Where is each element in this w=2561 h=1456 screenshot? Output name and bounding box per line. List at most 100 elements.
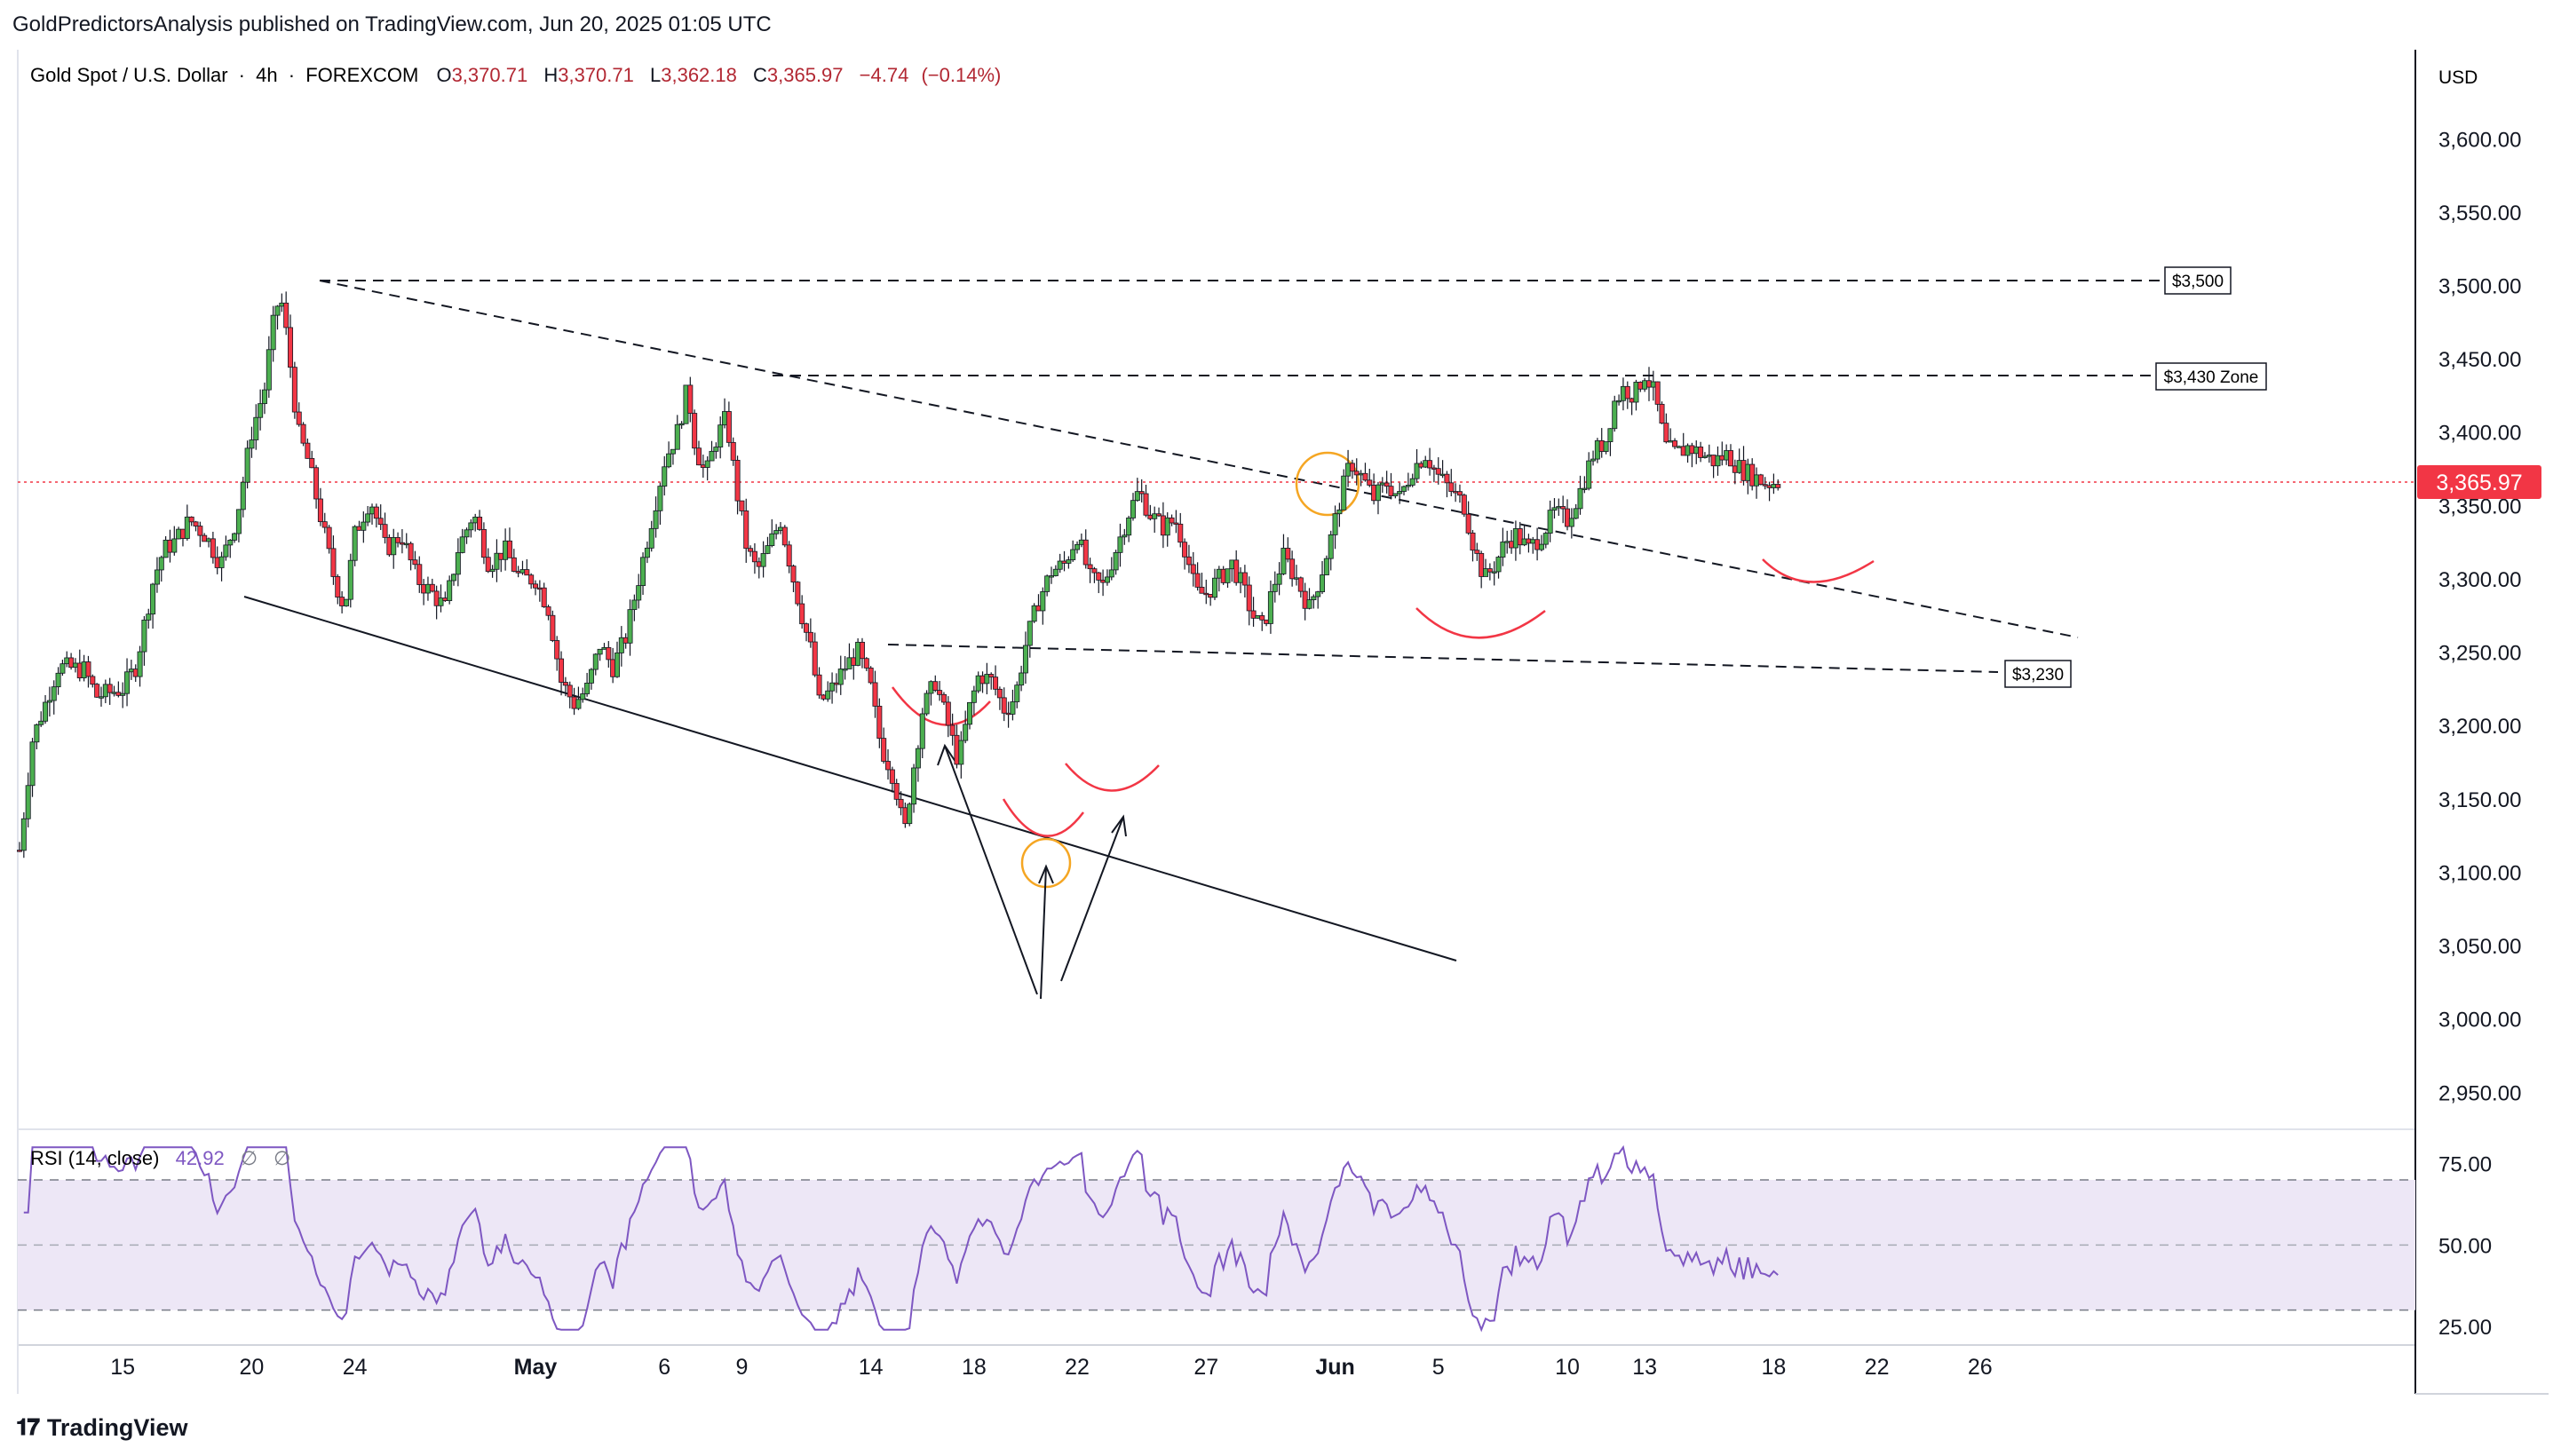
candle-bear xyxy=(550,614,556,641)
candle-bear xyxy=(1233,559,1240,583)
rsi-extra-2: ∅ xyxy=(274,1147,290,1169)
candle-bear xyxy=(511,557,517,572)
time-tick-label: Jun xyxy=(1315,1355,1354,1380)
level-label-3230[interactable]: $3,230 xyxy=(2004,660,2072,688)
candle-bear xyxy=(868,668,874,684)
candle-bear xyxy=(790,566,797,583)
candle-bull xyxy=(1345,463,1352,477)
candle-bull xyxy=(1568,518,1574,527)
candle-bull xyxy=(1590,458,1597,462)
candle-bull xyxy=(636,585,642,601)
candle-bull xyxy=(1225,568,1231,583)
candle-bull xyxy=(1724,450,1730,461)
candle-bull xyxy=(206,538,212,542)
time-tick-label: 18 xyxy=(962,1355,987,1380)
candle-bull xyxy=(967,701,973,725)
candle-bear xyxy=(695,447,702,466)
candle-bear xyxy=(1698,447,1704,458)
candle-bear xyxy=(1190,564,1196,574)
candle-bear xyxy=(1727,450,1733,467)
candle-bear xyxy=(335,576,341,597)
candle-bull xyxy=(1414,463,1420,479)
candle-bear xyxy=(1349,463,1355,472)
candle-bear xyxy=(1560,506,1566,510)
price-tick-label: 3,500.00 xyxy=(2438,274,2521,298)
tradingview-logo-icon: 𝟏𝟕 xyxy=(16,1413,40,1440)
tradingview-brand: TradingView xyxy=(46,1413,188,1441)
candle-bear xyxy=(816,674,822,696)
candle-bull xyxy=(46,700,52,703)
candle-bull xyxy=(369,506,376,515)
candle-bear xyxy=(373,506,379,519)
time-tick-label: 18 xyxy=(1761,1355,1786,1380)
price-axis[interactable]: 2,950.00 3,000.00 3,050.00 3,100.00 3,150.00… xyxy=(2438,128,2521,1105)
candle-bull xyxy=(451,574,457,582)
candle-bear xyxy=(725,411,732,443)
candle-bear xyxy=(1199,586,1205,594)
candle-bull xyxy=(1040,591,1046,612)
candle-bull xyxy=(1272,583,1278,592)
candle-bear xyxy=(940,693,947,703)
candle-bear xyxy=(567,684,573,698)
candle-bull xyxy=(1049,575,1055,578)
drawings[interactable] xyxy=(243,280,2167,1000)
candle-bear xyxy=(1474,550,1480,554)
candle-bear xyxy=(524,569,530,576)
candle-bull xyxy=(494,552,500,570)
candle-bull xyxy=(472,517,479,524)
tradingview-logo[interactable]: 𝟏𝟕 TradingView xyxy=(16,1413,187,1442)
candle-bull xyxy=(919,713,925,749)
candle-bull xyxy=(447,580,453,601)
candle-bull xyxy=(343,598,349,606)
candles[interactable] xyxy=(16,291,1781,859)
candle-bull xyxy=(1483,568,1489,577)
candle-bull xyxy=(907,803,913,825)
candle-bull xyxy=(102,684,108,698)
candle-bull xyxy=(588,669,594,684)
time-tick-label: 15 xyxy=(110,1355,135,1380)
candle-bear xyxy=(554,640,560,660)
candle-bull xyxy=(1423,460,1429,468)
last-price-label: 3,365.97 xyxy=(2436,471,2522,495)
symbol-legend[interactable]: Gold Spot / U.S. Dollar · 4h · FOREXCOM … xyxy=(30,64,1001,86)
candle-bull xyxy=(1586,460,1592,489)
candle-bear xyxy=(996,688,1003,699)
ohlc-high: 3,370.71 xyxy=(558,64,634,86)
candle-bull xyxy=(29,741,36,787)
level-label-3430[interactable]: $3,430 Zone xyxy=(2155,362,2267,391)
level-label-3500[interactable]: $3,500 xyxy=(2164,266,2232,295)
candle-bull xyxy=(1577,487,1583,510)
candle-bear xyxy=(107,684,113,693)
time-axis[interactable]: 15 20 24 May 6 9 14 18 22 27 Jun 5 10 13 18 22 26 xyxy=(110,1355,1992,1380)
support-trendline[interactable] xyxy=(243,596,1457,961)
publisher-line: GoldPredictorsAnalysis published on Trad… xyxy=(12,12,772,36)
bottom-arc-4 xyxy=(1415,607,1546,639)
candle-bear xyxy=(1749,463,1756,487)
candle-bull xyxy=(1392,493,1399,496)
candle-bear xyxy=(1448,482,1455,492)
line-3230[interactable] xyxy=(887,644,1999,673)
candle-bull xyxy=(704,460,710,468)
candle-bull xyxy=(1547,510,1553,534)
candle-bear xyxy=(188,516,194,523)
candle-bear xyxy=(1194,573,1201,588)
candle-bear xyxy=(1156,513,1162,517)
candle-bear xyxy=(1465,513,1471,534)
rsi-legend[interactable]: RSI (14, close) 42.92 ∅ ∅ xyxy=(30,1147,290,1169)
candle-bear xyxy=(339,597,345,606)
candle-bear xyxy=(291,367,297,413)
candle-bear xyxy=(610,659,616,677)
rsi-axis[interactable]: 25.00 50.00 75.00 xyxy=(2438,1153,2492,1340)
candle-bear xyxy=(421,584,427,594)
candle-bull xyxy=(1010,701,1016,715)
exchange: FOREXCOM xyxy=(305,64,418,86)
candle-bull xyxy=(1341,475,1347,510)
price-tick-label: 3,600.00 xyxy=(2438,128,2521,152)
candle-bull xyxy=(1650,381,1656,388)
ohlc-low: 3,362.18 xyxy=(661,64,737,86)
candle-bull xyxy=(1044,575,1051,592)
candle-bear xyxy=(1100,580,1106,583)
candle-bull xyxy=(765,545,771,554)
descending-resistance-line[interactable] xyxy=(319,280,2079,638)
